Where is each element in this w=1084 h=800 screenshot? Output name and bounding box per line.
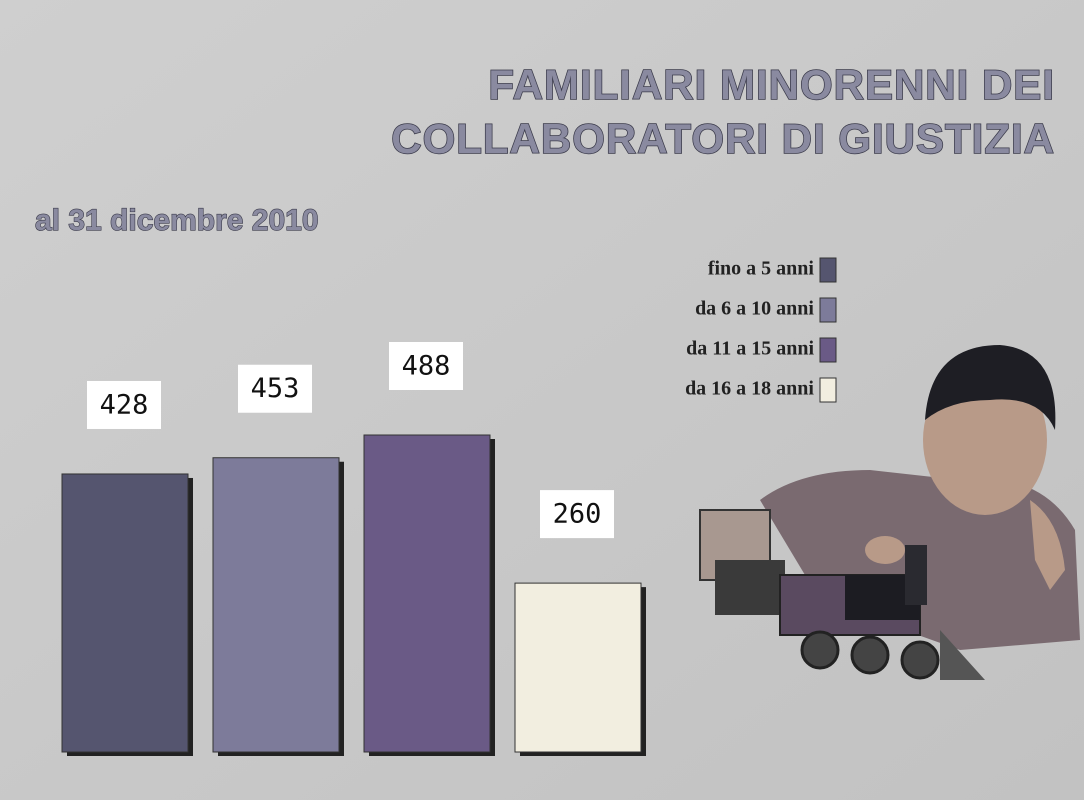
legend-label: da 16 a 18 anni <box>685 378 814 400</box>
illustration <box>699 345 1080 680</box>
value-label-box <box>540 490 614 539</box>
legend-swatch <box>819 297 837 323</box>
legend-label: fino a 5 anni <box>708 258 815 280</box>
bar <box>212 457 340 753</box>
value-label: 260 <box>553 499 602 530</box>
value-label: 428 <box>100 389 149 420</box>
value-label-box <box>87 380 161 429</box>
value-label: 453 <box>251 373 300 404</box>
chart-title: COLLABORATORI DI GIUSTIZIA <box>391 115 1055 162</box>
bar <box>61 473 189 753</box>
legend-label: da 6 a 10 anni <box>695 298 814 320</box>
legend-swatch <box>819 377 837 403</box>
chart-title: FAMILIARI MINORENNI DEI <box>488 61 1055 108</box>
legend-label: da 11 a 15 anni <box>686 338 814 360</box>
chart-subtitle: al 31 dicembre 2010 <box>35 204 319 237</box>
bar <box>363 434 491 753</box>
legend-swatch <box>819 337 837 363</box>
value-label-box <box>238 364 312 413</box>
value-label: 488 <box>402 351 451 382</box>
legend-swatch <box>819 257 837 283</box>
bar <box>514 582 642 753</box>
value-label-box <box>389 342 463 390</box>
